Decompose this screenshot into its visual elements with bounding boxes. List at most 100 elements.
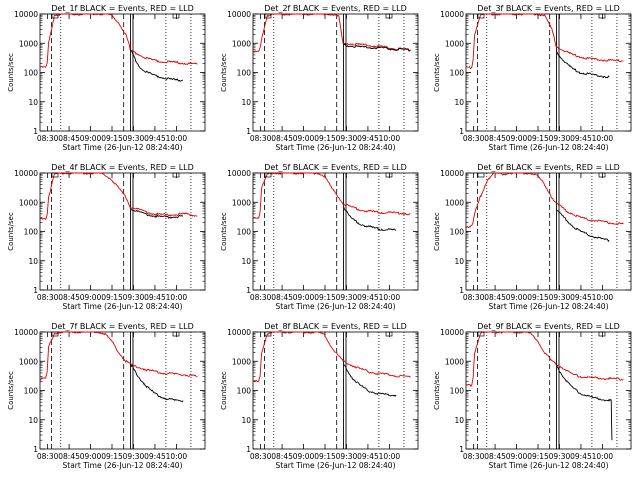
x-tick-label: 08:30 xyxy=(463,452,485,461)
x-tick-label: 09:15 xyxy=(314,452,336,461)
corner-marker xyxy=(172,13,180,19)
x-axis-label: Start Time (26-Jun-12 08:24:40) xyxy=(276,302,396,311)
y-axis-label: Counts/sec xyxy=(220,53,228,92)
events-series-line xyxy=(556,365,613,441)
plot-frame xyxy=(252,13,419,132)
y-tick-label: 10000 xyxy=(440,169,464,178)
y-axis-label: Counts/sec xyxy=(433,212,441,251)
y-tick-label: 10000 xyxy=(14,10,38,19)
x-tick-label: 08:30 xyxy=(250,452,272,461)
y-tick-label: 10 xyxy=(241,98,251,107)
plot-frame xyxy=(39,331,206,450)
y-tick-label: 10 xyxy=(241,257,251,266)
lld-series-line xyxy=(465,331,624,387)
x-tick-label: 10:00 xyxy=(592,293,614,302)
y-tick-label: 10 xyxy=(28,98,38,107)
y-tick-label: 1 xyxy=(459,127,464,136)
lld-series-line xyxy=(252,13,411,53)
y-tick-label: 10000 xyxy=(227,10,251,19)
panel-title: Det_2f BLACK = Events, RED = LLD xyxy=(264,4,407,13)
y-axis-label: Counts/sec xyxy=(433,53,441,92)
x-tick-label: 09:45 xyxy=(357,293,379,302)
plot-frame xyxy=(252,172,419,291)
y-tick-label: 1 xyxy=(246,127,251,136)
x-tick-label: 09:15 xyxy=(527,134,549,143)
x-tick-label: 10:00 xyxy=(166,452,188,461)
x-axis-label: Start Time (26-Jun-12 08:24:40) xyxy=(63,461,183,470)
x-axis-label: Start Time (26-Jun-12 08:24:40) xyxy=(276,461,396,470)
x-tick-label: 09:30 xyxy=(123,134,145,143)
corner-marker xyxy=(477,13,485,19)
x-tick-label: 08:45 xyxy=(58,134,80,143)
x-tick-label: 08:30 xyxy=(37,134,59,143)
events-series-line xyxy=(556,209,610,243)
panel-title: Det_4f BLACK = Events, RED = LLD xyxy=(51,163,194,172)
panel-title: Det_8f BLACK = Events, RED = LLD xyxy=(264,322,407,331)
x-tick-label: 08:30 xyxy=(250,134,272,143)
x-tick-label: 09:15 xyxy=(314,293,336,302)
x-tick-label: 10:00 xyxy=(379,134,401,143)
corner-marker xyxy=(385,331,393,337)
y-tick-label: 10000 xyxy=(440,328,464,337)
corner-marker xyxy=(51,172,59,178)
x-axis-label: Start Time (26-Jun-12 08:24:40) xyxy=(276,143,396,152)
corner-marker xyxy=(598,172,606,178)
panel-title: Det_7f BLACK = Events, RED = LLD xyxy=(51,322,194,331)
corner-marker xyxy=(172,331,180,337)
x-tick-label: 09:15 xyxy=(101,452,123,461)
x-tick-label: 09:45 xyxy=(144,293,166,302)
corner-marker xyxy=(598,13,606,19)
lld-series-line xyxy=(39,331,198,381)
y-tick-label: 10000 xyxy=(440,10,464,19)
x-tick-label: 08:30 xyxy=(250,293,272,302)
y-tick-label: 10000 xyxy=(14,328,38,337)
x-tick-label: 09:00 xyxy=(293,293,315,302)
x-tick-label: 10:00 xyxy=(592,134,614,143)
x-tick-label: 09:30 xyxy=(123,452,145,461)
x-tick-label: 09:00 xyxy=(506,452,528,461)
x-tick-label: 10:00 xyxy=(166,293,188,302)
y-tick-label: 1000 xyxy=(232,198,251,207)
y-tick-label: 1000 xyxy=(232,39,251,48)
events-series-line xyxy=(343,206,397,231)
events-series-line xyxy=(343,43,411,52)
x-tick-label: 10:00 xyxy=(166,134,188,143)
corner-marker xyxy=(264,331,272,337)
x-tick-label: 10:00 xyxy=(379,452,401,461)
lld-series-line xyxy=(253,172,411,219)
panel-det-1: Det_1f BLACK = Events, RED = LLD 1 10 100 10… xyxy=(7,4,206,152)
x-tick-label: 08:45 xyxy=(271,134,293,143)
y-tick-label: 10 xyxy=(28,257,38,266)
x-tick-label: 09:15 xyxy=(101,134,123,143)
x-tick-label: 09:00 xyxy=(293,134,315,143)
panel-det-7: Det_7f BLACK = Events, RED = LLD 1 10 100 10… xyxy=(7,322,206,470)
y-tick-label: 10 xyxy=(454,416,464,425)
corner-marker xyxy=(51,13,59,19)
x-tick-label: 09:30 xyxy=(336,134,358,143)
lld-series-line xyxy=(39,13,198,68)
y-tick-label: 10 xyxy=(28,416,38,425)
x-tick-label: 09:15 xyxy=(527,452,549,461)
x-tick-label: 09:30 xyxy=(336,293,358,302)
x-tick-label: 08:30 xyxy=(37,293,59,302)
x-tick-label: 08:45 xyxy=(484,452,506,461)
corner-marker xyxy=(385,172,393,178)
panel-det-3: Det_3f BLACK = Events, RED = LLD 1 10 100 10… xyxy=(433,4,632,152)
corner-marker xyxy=(385,13,393,19)
y-axis-label: Counts/sec xyxy=(7,371,15,410)
y-axis-label: Counts/sec xyxy=(7,212,15,251)
y-tick-label: 10000 xyxy=(14,169,38,178)
corner-marker xyxy=(477,172,485,178)
plot-frame xyxy=(465,13,632,132)
y-axis-label: Counts/sec xyxy=(433,371,441,410)
y-axis-label: Counts/sec xyxy=(220,371,228,410)
x-tick-label: 08:45 xyxy=(271,452,293,461)
y-tick-label: 1000 xyxy=(19,198,38,207)
x-tick-label: 08:30 xyxy=(463,293,485,302)
y-tick-label: 1000 xyxy=(19,357,38,366)
y-tick-label: 1000 xyxy=(445,198,464,207)
lld-series-line xyxy=(252,331,411,383)
x-tick-label: 10:00 xyxy=(592,452,614,461)
y-tick-label: 100 xyxy=(450,387,465,396)
x-tick-label: 09:00 xyxy=(293,452,315,461)
